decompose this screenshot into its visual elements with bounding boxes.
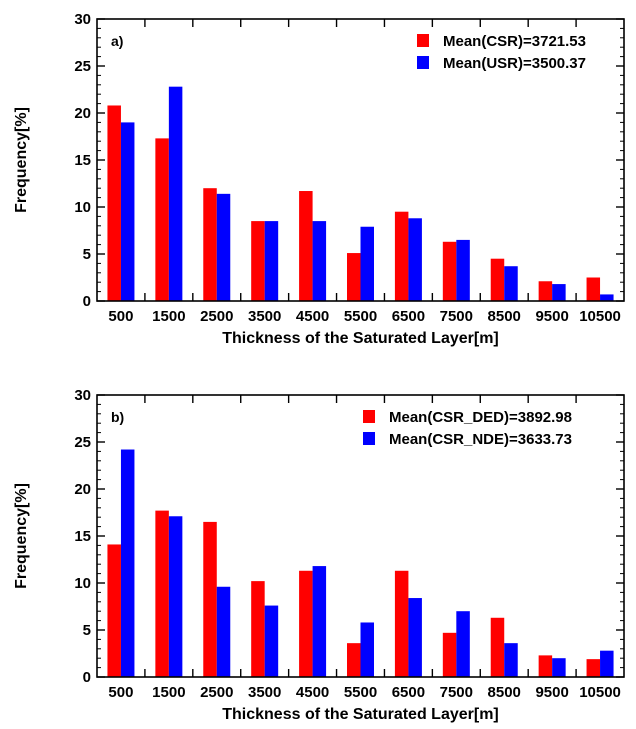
bar-blue-4500: [312, 566, 327, 677]
x-tick-label: 3500: [248, 684, 281, 701]
bar-red-10500: [586, 277, 601, 301]
x-tick-label: 7500: [440, 684, 473, 701]
bar-red-6500: [394, 211, 409, 301]
bar-red-8500: [490, 617, 505, 677]
bar-blue-3500: [264, 605, 279, 677]
legend-swatch-red: [363, 410, 375, 423]
y-tick-label: 30: [74, 11, 91, 28]
x-tick-label: 3500: [248, 308, 281, 325]
x-tick-label: 9500: [535, 308, 568, 325]
bar-blue-9500: [552, 284, 566, 301]
bar-red-5500: [347, 253, 361, 301]
bar-red-8500: [490, 258, 505, 301]
bar-blue-9500: [552, 658, 566, 677]
bar-red-10500: [586, 659, 601, 677]
bar-blue-8500: [504, 643, 518, 677]
y-axis-title: Frequency[%]: [13, 107, 30, 213]
bar-blue-7500: [456, 239, 470, 301]
y-tick-label: 0: [83, 669, 91, 686]
bar-red-7500: [442, 632, 457, 677]
panel-a: 0 5 10 15 20 25 30 500 1500 2500 3500 4500 5500 6500 7…: [13, 11, 625, 347]
y-tick-label: 15: [74, 152, 91, 169]
bar-red-3500: [251, 581, 265, 677]
bar-blue-5500: [360, 622, 374, 677]
bar-blue-1500: [168, 86, 183, 302]
bar-red-7500: [442, 241, 457, 301]
bar-blue-4500: [312, 221, 327, 301]
bar-red-9500: [538, 655, 553, 677]
x-axis-title: Thickness of the Saturated Layer[m]: [222, 330, 499, 347]
y-tick-label: 20: [74, 105, 91, 122]
panel-b: 0 5 10 15 20 25 30 500 1500 2500 3500 4500 5500 6500 7…: [13, 387, 625, 723]
legend-label: Mean(CSR)=3721.53: [443, 33, 586, 50]
x-tick-label: 4500: [296, 308, 329, 325]
bar-red-6500: [394, 570, 409, 677]
legend-label: Mean(CSR_DED)=3892.98: [389, 409, 572, 426]
bar-blue-500: [120, 449, 135, 677]
bar-blue-500: [120, 122, 135, 302]
y-axis-title: Frequency[%]: [13, 483, 30, 589]
bar-red-1500: [155, 510, 169, 677]
x-tick-label: 1500: [152, 308, 185, 325]
y-tick-label: 5: [83, 622, 91, 639]
bar-blue-1500: [168, 516, 183, 677]
bar-red-3500: [251, 221, 265, 301]
legend-label: Mean(USR)=3500.37: [443, 55, 586, 72]
x-axis-title: Thickness of the Saturated Layer[m]: [222, 706, 499, 723]
panel-label: a): [111, 33, 123, 49]
legend-swatch-red: [417, 34, 429, 47]
bar-red-9500: [538, 281, 553, 301]
y-tick-label: 30: [74, 387, 91, 404]
y-tick-label: 15: [74, 528, 91, 545]
panel-label: b): [111, 409, 124, 425]
bar-red-4500: [299, 570, 313, 677]
x-tick-label: 8500: [488, 308, 521, 325]
bar-blue-10500: [600, 650, 614, 677]
bar-blue-6500: [408, 218, 422, 301]
x-tick-label: 6500: [392, 684, 425, 701]
x-tick-label: 500: [108, 684, 133, 701]
x-tick-label: 8500: [488, 684, 521, 701]
x-tick-label: 10500: [579, 308, 621, 325]
bar-red-2500: [203, 188, 217, 301]
legend-swatch-blue: [363, 432, 375, 445]
bar-blue-2500: [216, 193, 231, 301]
bar-blue-10500: [600, 294, 614, 301]
bar-blue-7500: [456, 611, 470, 677]
legend-swatch-blue: [417, 56, 429, 69]
x-tick-label: 2500: [200, 684, 233, 701]
bar-blue-3500: [264, 221, 279, 301]
x-tick-label: 2500: [200, 308, 233, 325]
y-tick-label: 25: [74, 58, 91, 75]
legend-label: Mean(CSR_NDE)=3633.73: [389, 431, 572, 448]
x-tick-label: 1500: [152, 684, 185, 701]
bar-blue-5500: [360, 226, 374, 301]
y-tick-label: 20: [74, 481, 91, 498]
bar-red-1500: [155, 138, 169, 301]
x-tick-label: 6500: [392, 308, 425, 325]
x-tick-label: 7500: [440, 308, 473, 325]
x-tick-label: 9500: [535, 684, 568, 701]
x-tick-label: 4500: [296, 684, 329, 701]
bar-red-500: [107, 544, 121, 677]
y-tick-label: 5: [83, 246, 91, 263]
x-tick-label: 5500: [344, 684, 377, 701]
bar-red-2500: [203, 521, 217, 677]
y-tick-label: 25: [74, 434, 91, 451]
bar-blue-6500: [408, 598, 422, 677]
bar-blue-8500: [504, 266, 518, 301]
y-tick-label: 10: [74, 575, 91, 592]
bar-blue-2500: [216, 586, 231, 677]
y-tick-label: 10: [74, 199, 91, 216]
x-tick-label: 5500: [344, 308, 377, 325]
bar-red-4500: [299, 191, 313, 301]
x-tick-label: 500: [108, 308, 133, 325]
x-tick-label: 10500: [579, 684, 621, 701]
bar-red-5500: [347, 643, 361, 677]
y-tick-label: 0: [83, 293, 91, 310]
bar-red-500: [107, 105, 121, 301]
